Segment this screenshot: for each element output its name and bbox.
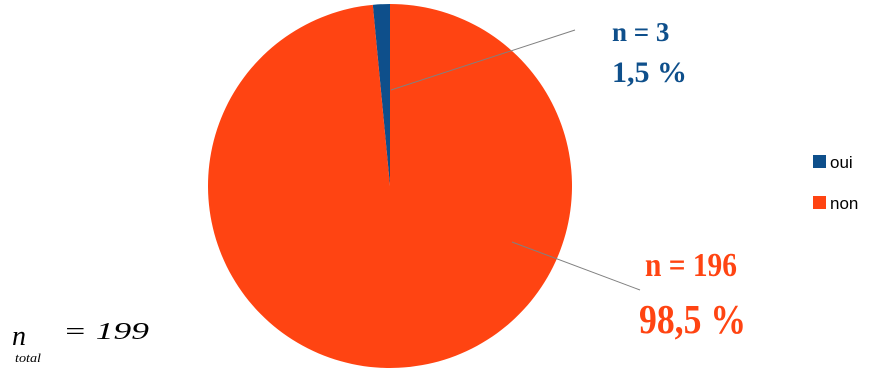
legend-swatch-oui bbox=[813, 155, 826, 168]
legend: oui non bbox=[813, 153, 858, 213]
total-subscript: total bbox=[15, 350, 41, 365]
legend-label-non: non bbox=[830, 194, 858, 213]
leader-line-non bbox=[511, 241, 641, 291]
data-label-non-count: n = 196 bbox=[645, 247, 737, 284]
leader-line-oui bbox=[390, 29, 576, 91]
data-label-non-percent: 98,5 % bbox=[639, 296, 746, 342]
legend-swatch-non bbox=[813, 196, 826, 209]
data-label-oui-count: n = 3 bbox=[612, 17, 669, 47]
pie-slices bbox=[207, 4, 572, 368]
legend-label-oui: oui bbox=[830, 153, 853, 172]
pie-slice-non bbox=[207, 4, 572, 368]
pie-slice-oui bbox=[372, 4, 390, 186]
total-count-annotation: n total = 199 bbox=[12, 319, 149, 365]
total-value: = 199 bbox=[63, 319, 149, 345]
total-symbol: n bbox=[12, 321, 26, 352]
data-label-oui-percent: 1,5 % bbox=[612, 56, 687, 89]
